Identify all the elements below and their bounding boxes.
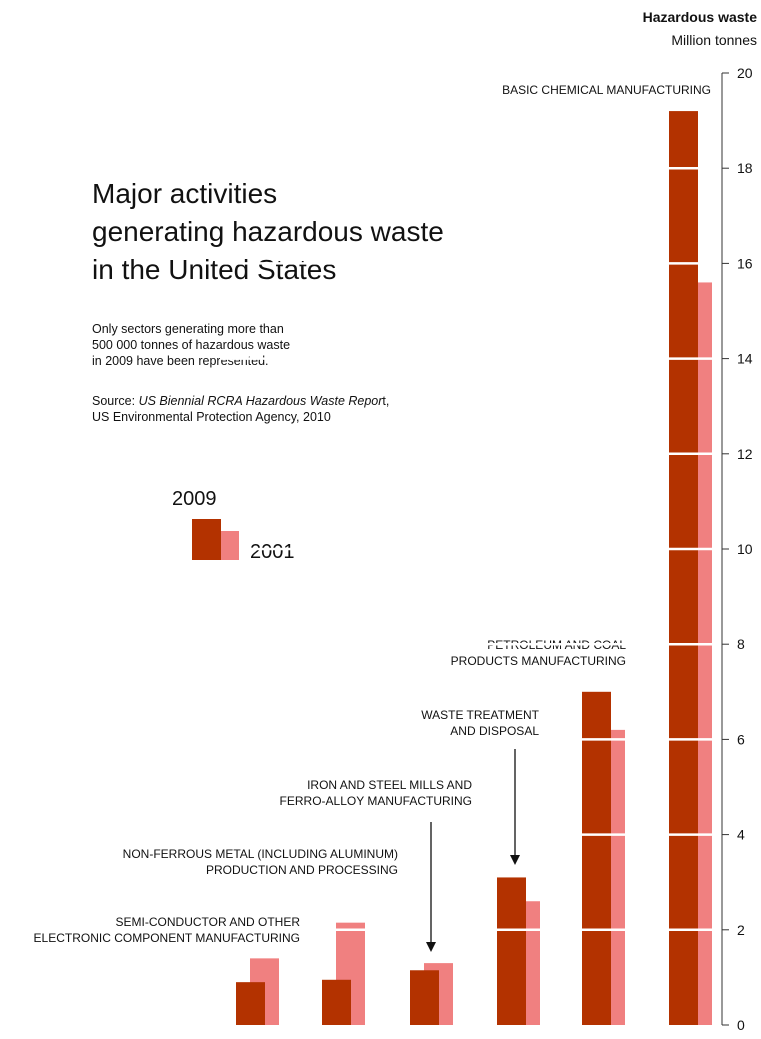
source-line: Source: US Biennial RCRA Hazardous Waste… [92, 393, 472, 409]
category-label-iron-steel: IRON AND STEEL MILLS AND FERRO-ALLOY MAN… [280, 777, 472, 809]
bar-2009 [322, 979, 351, 1025]
legend-label-2001: 2001 [250, 541, 295, 563]
note-line: 500 000 tonnes of hazardous waste [92, 338, 291, 352]
category-label-semiconductor: SEMI-CONDUCTOR AND OTHER ELECTRONIC COMP… [34, 914, 300, 946]
bar-2009 [582, 691, 611, 1025]
y-tick-label: 14 [737, 351, 753, 367]
chart-title: Major activities generating hazardous wa… [92, 175, 492, 289]
y-tick-label: 4 [737, 827, 745, 843]
bar-2009 [497, 877, 526, 1025]
y-tick-label: 0 [737, 1017, 745, 1033]
category-label-line: BASIC CHEMICAL MANUFACTURING [502, 83, 711, 97]
y-tick-label: 16 [737, 255, 753, 271]
chart-title-line: generating hazardous waste [92, 216, 444, 247]
category-label-basic-chemical: BASIC CHEMICAL MANUFACTURING [502, 82, 711, 98]
y-tick-label: 6 [737, 731, 745, 747]
y-tick-label: 2 [737, 922, 745, 938]
legend-label-2009: 2009 [172, 488, 217, 510]
category-label-line: WASTE TREATMENT [421, 708, 539, 722]
category-label-line: PRODUCTION AND PROCESSING [205, 863, 398, 877]
pointer-arrow-head [426, 942, 436, 952]
category-label-line: NON-FERROUS METAL (INCLUDING ALUMINUM) [122, 847, 398, 861]
y-tick-label: 10 [737, 541, 753, 557]
source-report-suffix: t, [382, 394, 390, 408]
category-label-line: AND DISPOSAL [450, 724, 539, 738]
note-line: Only sectors generating more than [92, 322, 284, 336]
category-label-line: FERRO-ALLOY MANUFACTURING [279, 794, 472, 808]
category-label-non-ferrous: NON-FERROUS METAL (INCLUDING ALUMINUM) P… [123, 846, 398, 878]
bar-2009 [410, 970, 439, 1025]
y-tick-label: 8 [737, 636, 745, 652]
bar-2009 [236, 982, 265, 1025]
bar-2009 [669, 111, 698, 1025]
axis-title: Hazardous waste [642, 9, 757, 25]
pointer-arrow-head [510, 855, 520, 865]
source-report-title: US Biennial RCRA Hazardous Waste Repor [138, 394, 383, 408]
chart-title-line: in the United States [92, 254, 337, 285]
y-tick-label: 20 [737, 65, 753, 81]
axis-unit: Million tonnes [671, 32, 757, 48]
chart-source: Source: US Biennial RCRA Hazardous Waste… [92, 393, 472, 425]
chart-title-line: Major activities [92, 178, 278, 209]
y-tick-label: 12 [737, 446, 753, 462]
y-tick-label: 18 [737, 160, 753, 176]
category-label-line: SEMI-CONDUCTOR AND OTHER [115, 915, 300, 929]
source-line: US Environmental Protection Agency, 2010 [92, 410, 331, 424]
category-label-line: ELECTRONIC COMPONENT MANUFACTURING [33, 931, 300, 945]
category-label-line: IRON AND STEEL MILLS AND [307, 778, 472, 792]
source-prefix: Source: [92, 394, 139, 408]
category-label-waste-treatment: WASTE TREATMENT AND DISPOSAL [421, 707, 539, 739]
legend-swatch-2009 [192, 519, 221, 560]
category-label-line: PRODUCTS MANUFACTURING [450, 654, 626, 668]
